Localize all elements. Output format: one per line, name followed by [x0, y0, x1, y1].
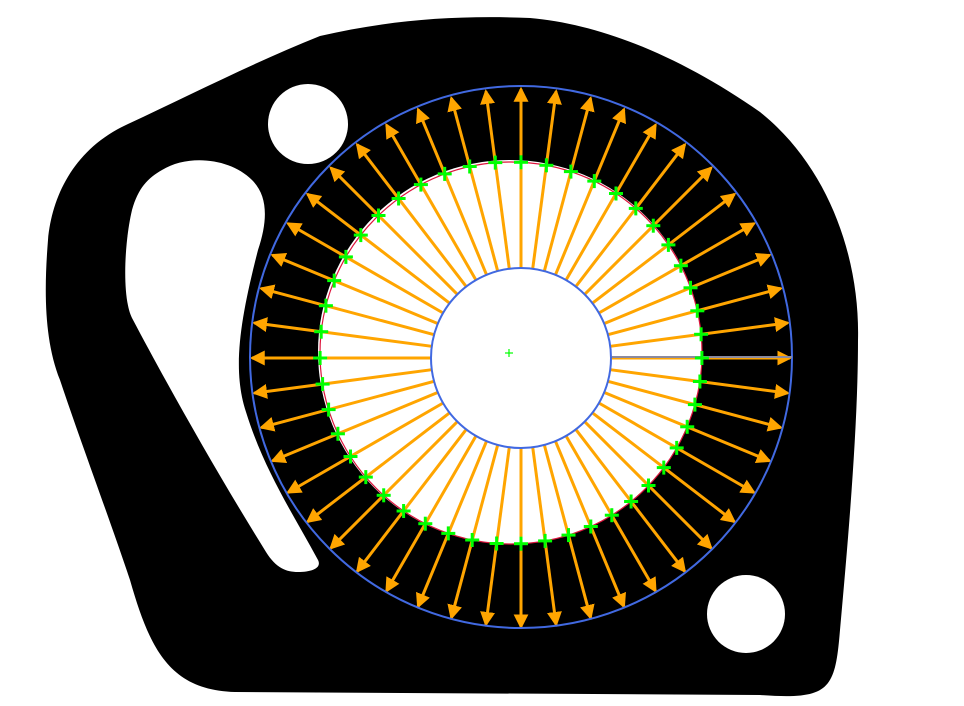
ray-arrow [329, 166, 459, 296]
edge-point-marker [338, 249, 353, 264]
edge-point-marker [353, 228, 368, 243]
ray-arrow [603, 253, 772, 325]
center-marker [505, 349, 513, 357]
ray-arrow [447, 96, 500, 272]
edge-point-marker [371, 208, 386, 223]
edge-point-marker [538, 533, 553, 548]
ray-arrow [305, 192, 451, 305]
edge-point-marker [680, 419, 695, 434]
ray-arrow [591, 192, 737, 305]
edge-point-marker [694, 327, 709, 342]
edge-point-marker [321, 402, 336, 417]
search-circle-inner [430, 267, 612, 449]
ray-arrow [385, 123, 478, 281]
edge-point-marker [628, 201, 643, 216]
edge-point-marker [418, 516, 433, 531]
edge-point-marker [396, 504, 411, 518]
ray-arrow [564, 123, 657, 281]
edge-point-marker [343, 449, 358, 464]
ray-arrow [329, 420, 459, 550]
edge-point-marker [514, 155, 528, 170]
ray-arrow [286, 222, 444, 315]
ray-arrow [480, 89, 511, 269]
edge-point-marker [563, 164, 578, 179]
edge-point-marker [690, 303, 705, 318]
ray-arrow [355, 142, 468, 288]
edge-point-marker [609, 186, 623, 201]
edge-point-marker [376, 488, 391, 503]
edge-point-marker [587, 174, 602, 189]
edge-point-marker [583, 519, 598, 534]
edge-point-marker [514, 536, 528, 551]
edge-points [313, 155, 709, 551]
edge-point-marker [683, 280, 698, 295]
edge-point-marker [327, 273, 342, 288]
edge-point-marker [314, 324, 329, 339]
slot-cutout [125, 160, 319, 572]
ray-arrow [270, 253, 439, 325]
ray-arrow [259, 284, 435, 337]
edge-point-marker [313, 351, 328, 365]
edge-point-marker [413, 177, 428, 192]
edge-point-marker [465, 533, 480, 547]
edge-point-marker [692, 374, 707, 389]
ray-arrow [270, 391, 439, 463]
bottom-right-hole [707, 575, 785, 653]
ray-arrow [574, 142, 687, 288]
edge-point-marker [437, 166, 452, 181]
edge-point-marker [604, 508, 619, 523]
edge-point-marker [561, 528, 576, 543]
edge-point-marker [673, 258, 688, 273]
ray-arrow [259, 379, 435, 432]
edge-point-marker [539, 158, 554, 173]
edge-point-marker [489, 536, 504, 551]
edge-point-marker [669, 440, 684, 455]
ray-arrow [480, 447, 511, 627]
top-hole [268, 84, 348, 164]
edge-point-marker [694, 351, 709, 365]
edge-point-marker [441, 526, 456, 541]
ray-arrow [447, 444, 500, 620]
edge-point-marker [687, 397, 702, 412]
edge-point-marker [488, 155, 503, 170]
edge-point-marker [391, 191, 406, 206]
ray-arrow [542, 96, 595, 272]
ray-arrow [252, 317, 432, 348]
ray-arrow [598, 222, 756, 315]
ray-arrow [385, 435, 478, 593]
ray-arrow [416, 107, 488, 276]
ray-arrow [583, 166, 713, 296]
ray-arrow [252, 368, 432, 399]
edge-point-marker [646, 218, 661, 233]
ray-arrow [416, 440, 488, 609]
edge-point-marker [656, 460, 671, 475]
edge-point-marker [318, 298, 333, 313]
edge-point-marker [641, 478, 656, 493]
edge-point-marker [330, 426, 345, 441]
edge-point-marker [358, 470, 373, 485]
edge-point-marker [462, 159, 477, 174]
ray-arrow [531, 89, 562, 269]
ray-arrow [355, 428, 468, 574]
ray-arrow [286, 401, 444, 494]
edge-point-marker [661, 237, 676, 252]
ray-arrow [305, 411, 451, 524]
edge-point-marker [624, 494, 639, 509]
ray-arrow [554, 107, 626, 276]
edge-point-marker [315, 377, 330, 392]
